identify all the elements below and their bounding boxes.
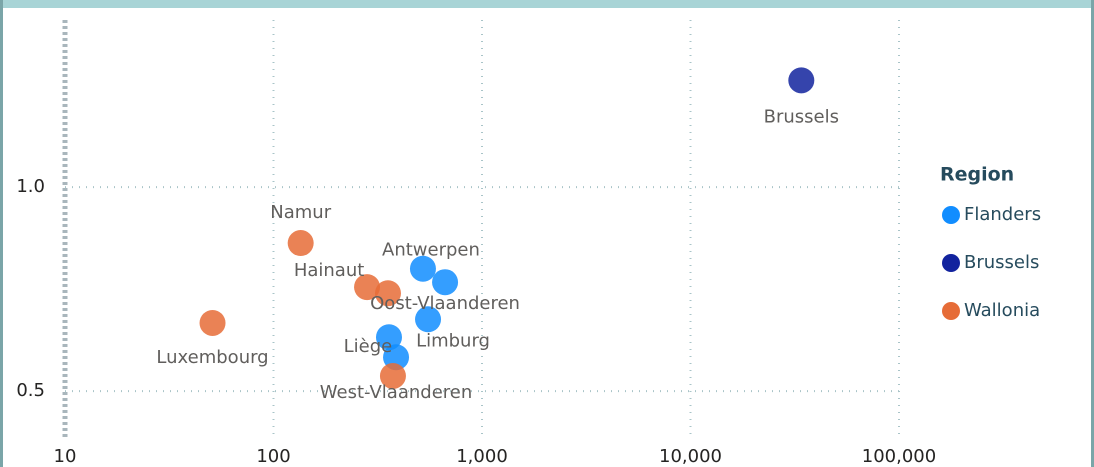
- point: [379, 362, 406, 389]
- left-border: [0, 0, 3, 467]
- top-bar: [0, 0, 1094, 8]
- point: [375, 324, 402, 351]
- point: [409, 255, 436, 282]
- data-label: Antwerpen: [382, 240, 480, 261]
- x-tick-label: 100: [256, 446, 290, 467]
- legend-marker: [942, 254, 960, 272]
- legend-label: Flanders: [964, 204, 1041, 225]
- legend-label: Brussels: [964, 252, 1039, 273]
- point: [432, 269, 459, 296]
- data-label: Liège: [344, 336, 393, 357]
- right-border: [1091, 0, 1094, 467]
- x-tick-label: 100,000: [862, 446, 936, 467]
- data-label: Namur: [270, 202, 331, 223]
- legend-marker: [942, 302, 960, 320]
- point: [199, 309, 226, 336]
- legend-title: Region: [940, 164, 1014, 186]
- data-label: Oost-Vlaanderen: [370, 293, 520, 314]
- data-label: West-Vlaanderen: [320, 382, 472, 403]
- x-tick-label: 10,000: [659, 446, 722, 467]
- point: [788, 67, 815, 94]
- legend-label: Wallonia: [964, 300, 1040, 321]
- data-label: Limburg: [416, 330, 490, 351]
- point: [374, 280, 401, 307]
- legend-marker: [942, 206, 960, 224]
- x-tick-label: 10: [54, 446, 77, 467]
- y-tick-label: 0.5: [16, 380, 45, 401]
- point: [354, 274, 381, 301]
- data-label: Hainaut: [294, 260, 364, 281]
- point: [287, 230, 314, 257]
- data-label: Luxembourg: [156, 347, 268, 368]
- x-tick-label: 1,000: [456, 446, 508, 467]
- y-tick-label: 1.0: [16, 176, 45, 197]
- data-label: Brussels: [764, 106, 839, 127]
- point: [415, 306, 442, 333]
